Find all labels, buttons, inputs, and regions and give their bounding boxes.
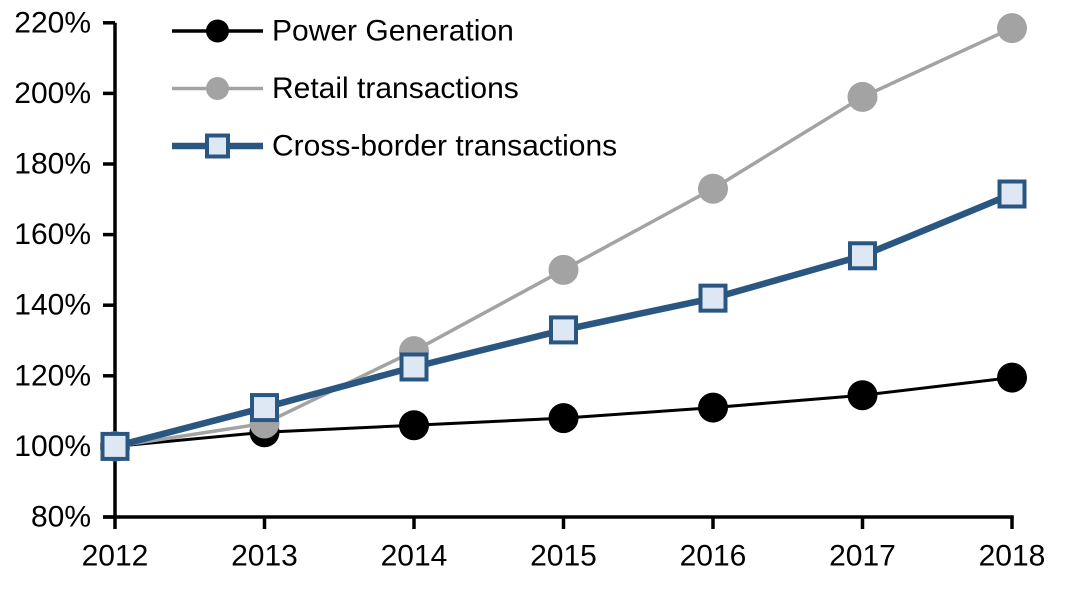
x-axis-tick-label: 2016 [680,540,747,573]
data-point-marker [399,352,429,382]
legend-item-power-generation: Power Generation [172,15,514,48]
legend-marker [205,133,230,159]
data-point-marker [548,254,579,285]
data-point-marker [250,393,279,423]
axes: 80% 100% 120% 140% 160% 180% 200% 220% 2012 2013 2… [14,6,1045,572]
y-axis-tick-label: 80% [31,501,91,534]
y-axis-tick-label: 180% [14,148,91,181]
legend-label: Retail transactions [272,72,519,105]
y-axis-tick-label: 120% [14,359,91,392]
data-point-marker [698,173,728,204]
data-point-marker [997,13,1027,44]
legend-label: Power Generation [272,15,514,48]
y-axis-tick-label: 160% [14,218,91,251]
x-axis-tick-label: 2018 [979,540,1046,573]
data-point-marker [698,392,728,423]
data-point-marker [848,241,877,271]
x-axis-tick-label: 2013 [231,540,298,573]
x-axis-tick-label: 2017 [829,540,896,573]
data-point-marker [847,380,878,411]
legend: Power Generation Retail transactions Cross… [172,15,617,163]
y-axis-tick-label: 200% [14,77,91,110]
series-line [114,26,1013,449]
data-point-marker [698,283,728,313]
data-point-marker [548,403,579,434]
legend-marker [206,19,229,43]
x-axis-tick-label: 2012 [82,540,149,573]
data-point-marker [997,362,1027,393]
legend-label: Cross-border transactions [272,130,617,163]
legend-item-retail-transactions: Retail transactions [172,72,519,105]
x-axis-tick-label: 2015 [530,540,597,573]
data-point-marker [997,179,1027,209]
series-cross-border-transactions [100,179,1027,461]
x-axis-tick-label: 2014 [381,540,448,573]
y-axis-tick-label: 100% [14,430,91,463]
data-point-marker [100,431,130,461]
legend-item-cross-border-transactions: Cross-border transactions [172,130,617,163]
data-point-marker [847,81,878,112]
series-retail-transactions [100,13,1027,462]
legend-marker [206,77,229,100]
data-point-marker [549,315,578,345]
y-axis-tick-label: 220% [14,6,91,39]
y-axis-tick-label: 140% [14,289,91,322]
data-point-marker [399,410,429,441]
